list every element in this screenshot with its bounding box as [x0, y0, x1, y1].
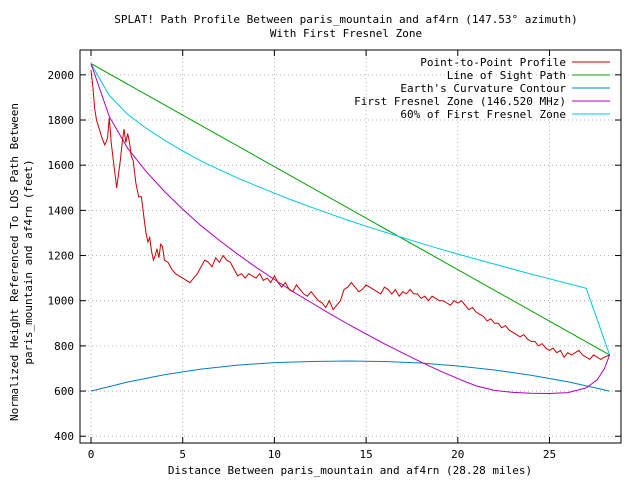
chart-subtitle: With First Fresnel Zone [270, 27, 422, 40]
series-line-3 [90, 63, 611, 395]
x-tick-label: 10 [268, 448, 281, 461]
y-axis-label-line2: paris_mountain and af4rn (feet) [22, 159, 35, 364]
y-tick-label: 1600 [48, 159, 75, 172]
tick-layer: 0 5 10 15 20 25 400 600 800 1000 1200 1400 1600 1800 2… [48, 50, 621, 461]
series-line-0 [90, 70, 610, 361]
y-tick-label: 1200 [48, 250, 75, 263]
chart-title: SPLAT! Path Profile Between paris_mounta… [114, 13, 578, 26]
y-tick-label: 1800 [48, 114, 75, 127]
legend-label: First Fresnel Zone (146.520 MHz) [354, 95, 566, 108]
series-line-1 [90, 63, 610, 356]
x-tick-label: 20 [451, 448, 464, 461]
x-tick-label: 0 [88, 448, 95, 461]
legend-label: 60% of First Fresnel Zone [400, 108, 566, 121]
y-tick-label: 2000 [48, 69, 75, 82]
y-tick-label: 1400 [48, 204, 75, 217]
y-tick-label: 600 [54, 385, 74, 398]
plot-frame [79, 49, 622, 444]
y-axis-label-line1: Normalized Height Referenced To LOS Path… [8, 103, 21, 421]
x-axis-label: Distance Between paris_mountain and af4r… [168, 464, 532, 477]
series-layer [90, 63, 611, 395]
x-tick-label: 5 [179, 448, 186, 461]
series-line-4 [90, 63, 611, 356]
y-tick-label: 800 [54, 340, 74, 353]
legend-label: Point-to-Point Profile [420, 56, 566, 69]
legend-label: Line of Sight Path [447, 69, 566, 82]
y-tick-label: 400 [54, 430, 74, 443]
y-tick-label: 1000 [48, 295, 75, 308]
legend-label: Earth's Curvature Contour [400, 82, 566, 95]
x-tick-label: 25 [543, 448, 556, 461]
series-line-2 [90, 360, 610, 392]
x-tick-label: 15 [359, 448, 372, 461]
grid-layer [80, 50, 621, 443]
